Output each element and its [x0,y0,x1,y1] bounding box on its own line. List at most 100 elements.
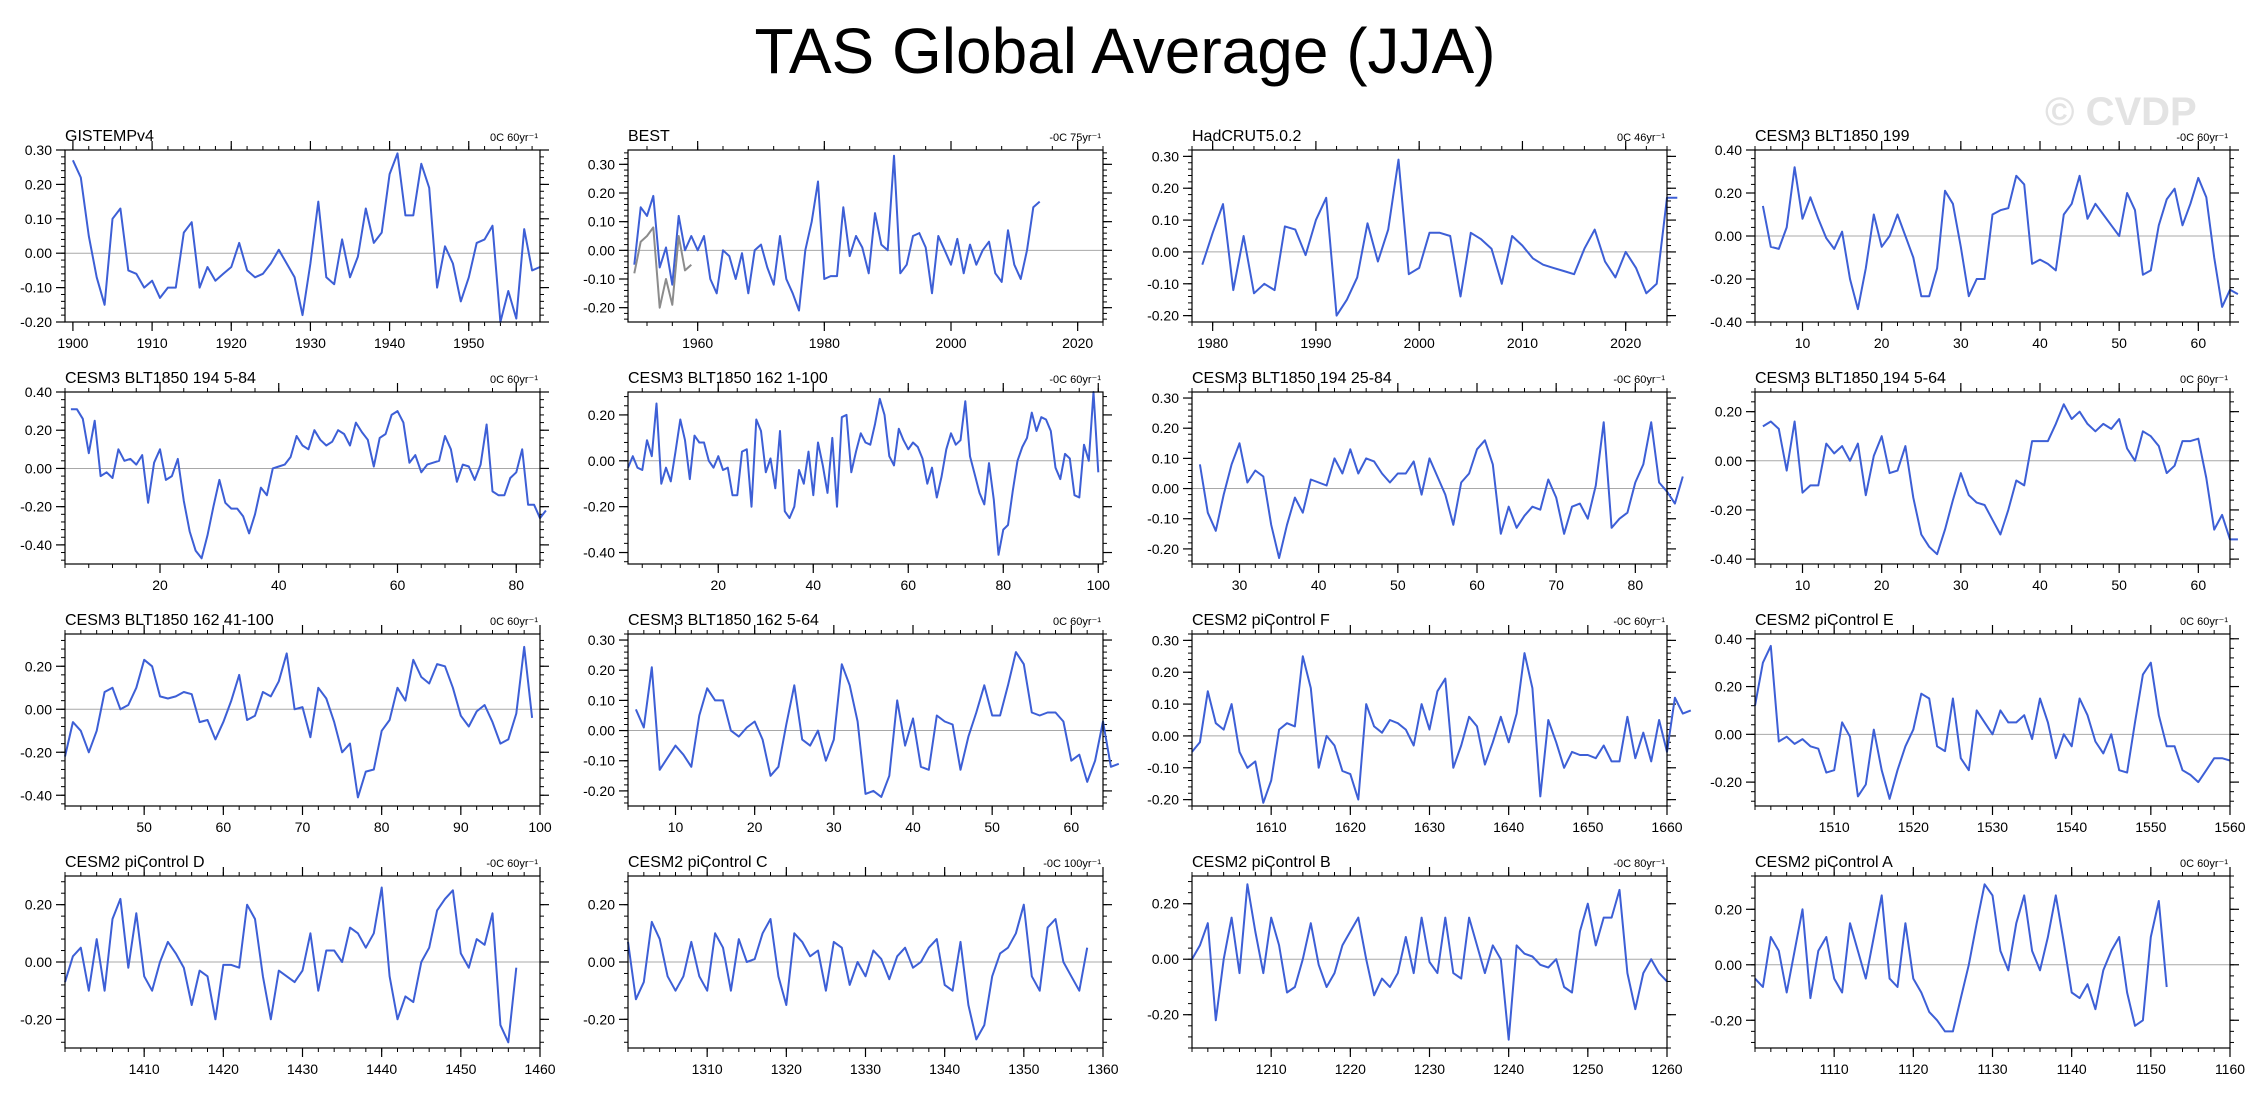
y-tick-label: 0.00 [25,460,52,476]
y-tick-label: 0.00 [1715,957,1742,973]
y-tick-label: 0.40 [1715,631,1742,647]
trend-label: -0C 60yr⁻¹ [1049,374,1101,386]
x-tick-label: 60 [390,577,406,593]
y-tick-label: 0.30 [1152,148,1179,164]
x-tick-label: 1150 [2136,1061,2166,1077]
panel-title: CESM3 BLT1850 199 [1755,128,1910,145]
series-line [627,391,1100,556]
y-tick-label: 0.20 [1715,901,1742,917]
panel-8: CESM3 BLT1850 194 5-64 0C 60yr⁻¹ 10 20 30 40 5… [1710,370,2239,593]
x-tick-label: 1210 [1256,1061,1287,1077]
y-tick-label: 0.00 [1715,726,1742,742]
y-tick-label: 0.20 [1715,679,1742,695]
x-tick-label: 2010 [1507,335,1538,351]
panel-3: HadCRUT5.0.2 0C 46yr⁻¹ 1980 1990 2000 2010 202… [1147,128,1678,351]
x-tick-label: 1660 [1651,819,1682,835]
series-line [1754,644,2231,800]
plot-frame [1754,875,2231,1049]
y-tick-label: -0.40 [20,787,52,803]
x-tick-label: 20 [1874,335,1890,351]
y-tick-label: 0.30 [25,142,52,158]
y-tick-label: -0.20 [1147,792,1179,808]
y-tick-label: -0.40 [20,537,52,553]
panel-16: CESM2 piControl A 0C 60yr⁻¹ 1110 1120 1130 11… [1710,854,2245,1077]
x-tick-label: 80 [374,819,390,835]
y-tick-label: 0.00 [1152,728,1179,744]
y-tick-label: -0.10 [1147,276,1179,292]
x-tick-label: 1620 [1335,819,1366,835]
x-tick-label: 1640 [1493,819,1524,835]
trend-label: -0C 75yr⁻¹ [1049,132,1101,144]
y-tick-label: 0.00 [25,954,52,970]
y-tick-label: -0.20 [20,314,52,330]
x-tick-label: 10 [1795,577,1811,593]
y-tick-label: 0.20 [25,176,52,192]
x-tick-label: 1240 [1493,1061,1524,1077]
x-tick-label: 1990 [1300,335,1331,351]
x-tick-label: 1610 [1256,819,1287,835]
series-line [1762,403,2238,556]
y-tick-label: -0.20 [1710,774,1742,790]
x-tick-label: 1980 [809,335,840,351]
x-tick-label: 80 [1628,577,1644,593]
y-tick-label: -0.20 [1710,502,1742,518]
x-tick-label: 80 [508,577,524,593]
panel-5: CESM3 BLT1850 194 5-84 0C 60yr⁻¹ 20 40 60 80 -… [20,370,549,593]
plot-frame [627,149,1104,323]
panel-title: BEST [628,128,670,145]
x-tick-label: 1220 [1335,1061,1366,1077]
panel-10: CESM3 BLT1850 162 5-64 0C 60yr⁻¹ 10 20 30 40 5… [583,612,1120,835]
x-tick-label: 1250 [1572,1061,1603,1077]
plot-frame [1754,149,2231,323]
x-tick-label: 2000 [935,335,966,351]
x-tick-label: 70 [295,819,311,835]
page-title: TAS Global Average (JJA) [754,15,1496,87]
x-tick-label: 1560 [2214,819,2245,835]
x-tick-label: 2020 [1062,335,1093,351]
series-line [70,408,547,560]
panel-title: CESM3 BLT1850 194 5-84 [65,370,256,387]
y-tick-label: 0.10 [1152,212,1179,228]
y-tick-label: -0.10 [583,271,615,287]
x-tick-label: 20 [1874,577,1890,593]
y-tick-label: -0.40 [1710,551,1742,567]
x-tick-label: 1540 [2056,819,2087,835]
panel-title: CESM3 BLT1850 162 41-100 [65,612,274,629]
x-tick-label: 2000 [1404,335,1435,351]
x-tick-label: 100 [528,819,552,835]
series-line [1754,883,2168,1033]
x-tick-label: 50 [2111,335,2127,351]
x-tick-label: 1120 [1898,1061,1928,1077]
x-tick-label: 1920 [216,335,247,351]
y-tick-label: 0.10 [588,692,615,708]
x-tick-label: 1510 [1819,819,1850,835]
y-tick-label: 0.20 [1152,420,1179,436]
x-tick-label: 50 [1390,577,1406,593]
y-tick-label: 0.30 [1152,390,1179,406]
panel-13: CESM2 piControl D -0C 60yr⁻¹ 1410 1420 1430 1… [20,854,556,1077]
x-tick-label: 100 [1087,577,1111,593]
series-line [1191,652,1692,804]
series-line [64,645,534,799]
series-line [64,886,518,1044]
panel-12: CESM2 piControl E 0C 60yr⁻¹ 1510 1520 1530 15… [1710,612,2246,835]
x-tick-label: 1230 [1414,1061,1445,1077]
y-tick-label: 0.20 [1152,896,1179,912]
x-tick-label: 2020 [1610,335,1641,351]
series-line [71,152,541,323]
x-tick-label: 1550 [2135,819,2166,835]
plot-frame [627,875,1104,1049]
trend-label: 0C 46yr⁻¹ [1617,132,1665,144]
y-tick-label: 0.30 [1152,632,1179,648]
trend-label: -0C 60yr⁻¹ [486,858,538,870]
x-tick-label: 30 [1953,577,1969,593]
trend-label: -0C 100yr⁻¹ [1043,858,1101,870]
x-tick-label: 1320 [771,1061,802,1077]
panel-2: BEST -0C 75yr⁻¹ 1960 1980 2000 2020 -0.20 -0.10… [583,128,1112,351]
x-tick-label: 60 [2191,577,2207,593]
x-tick-label: 60 [216,819,232,835]
x-tick-label: 1910 [137,335,168,351]
y-tick-label: -0.20 [583,499,615,515]
x-tick-label: 60 [1469,577,1485,593]
y-tick-label: -0.20 [1147,541,1179,557]
